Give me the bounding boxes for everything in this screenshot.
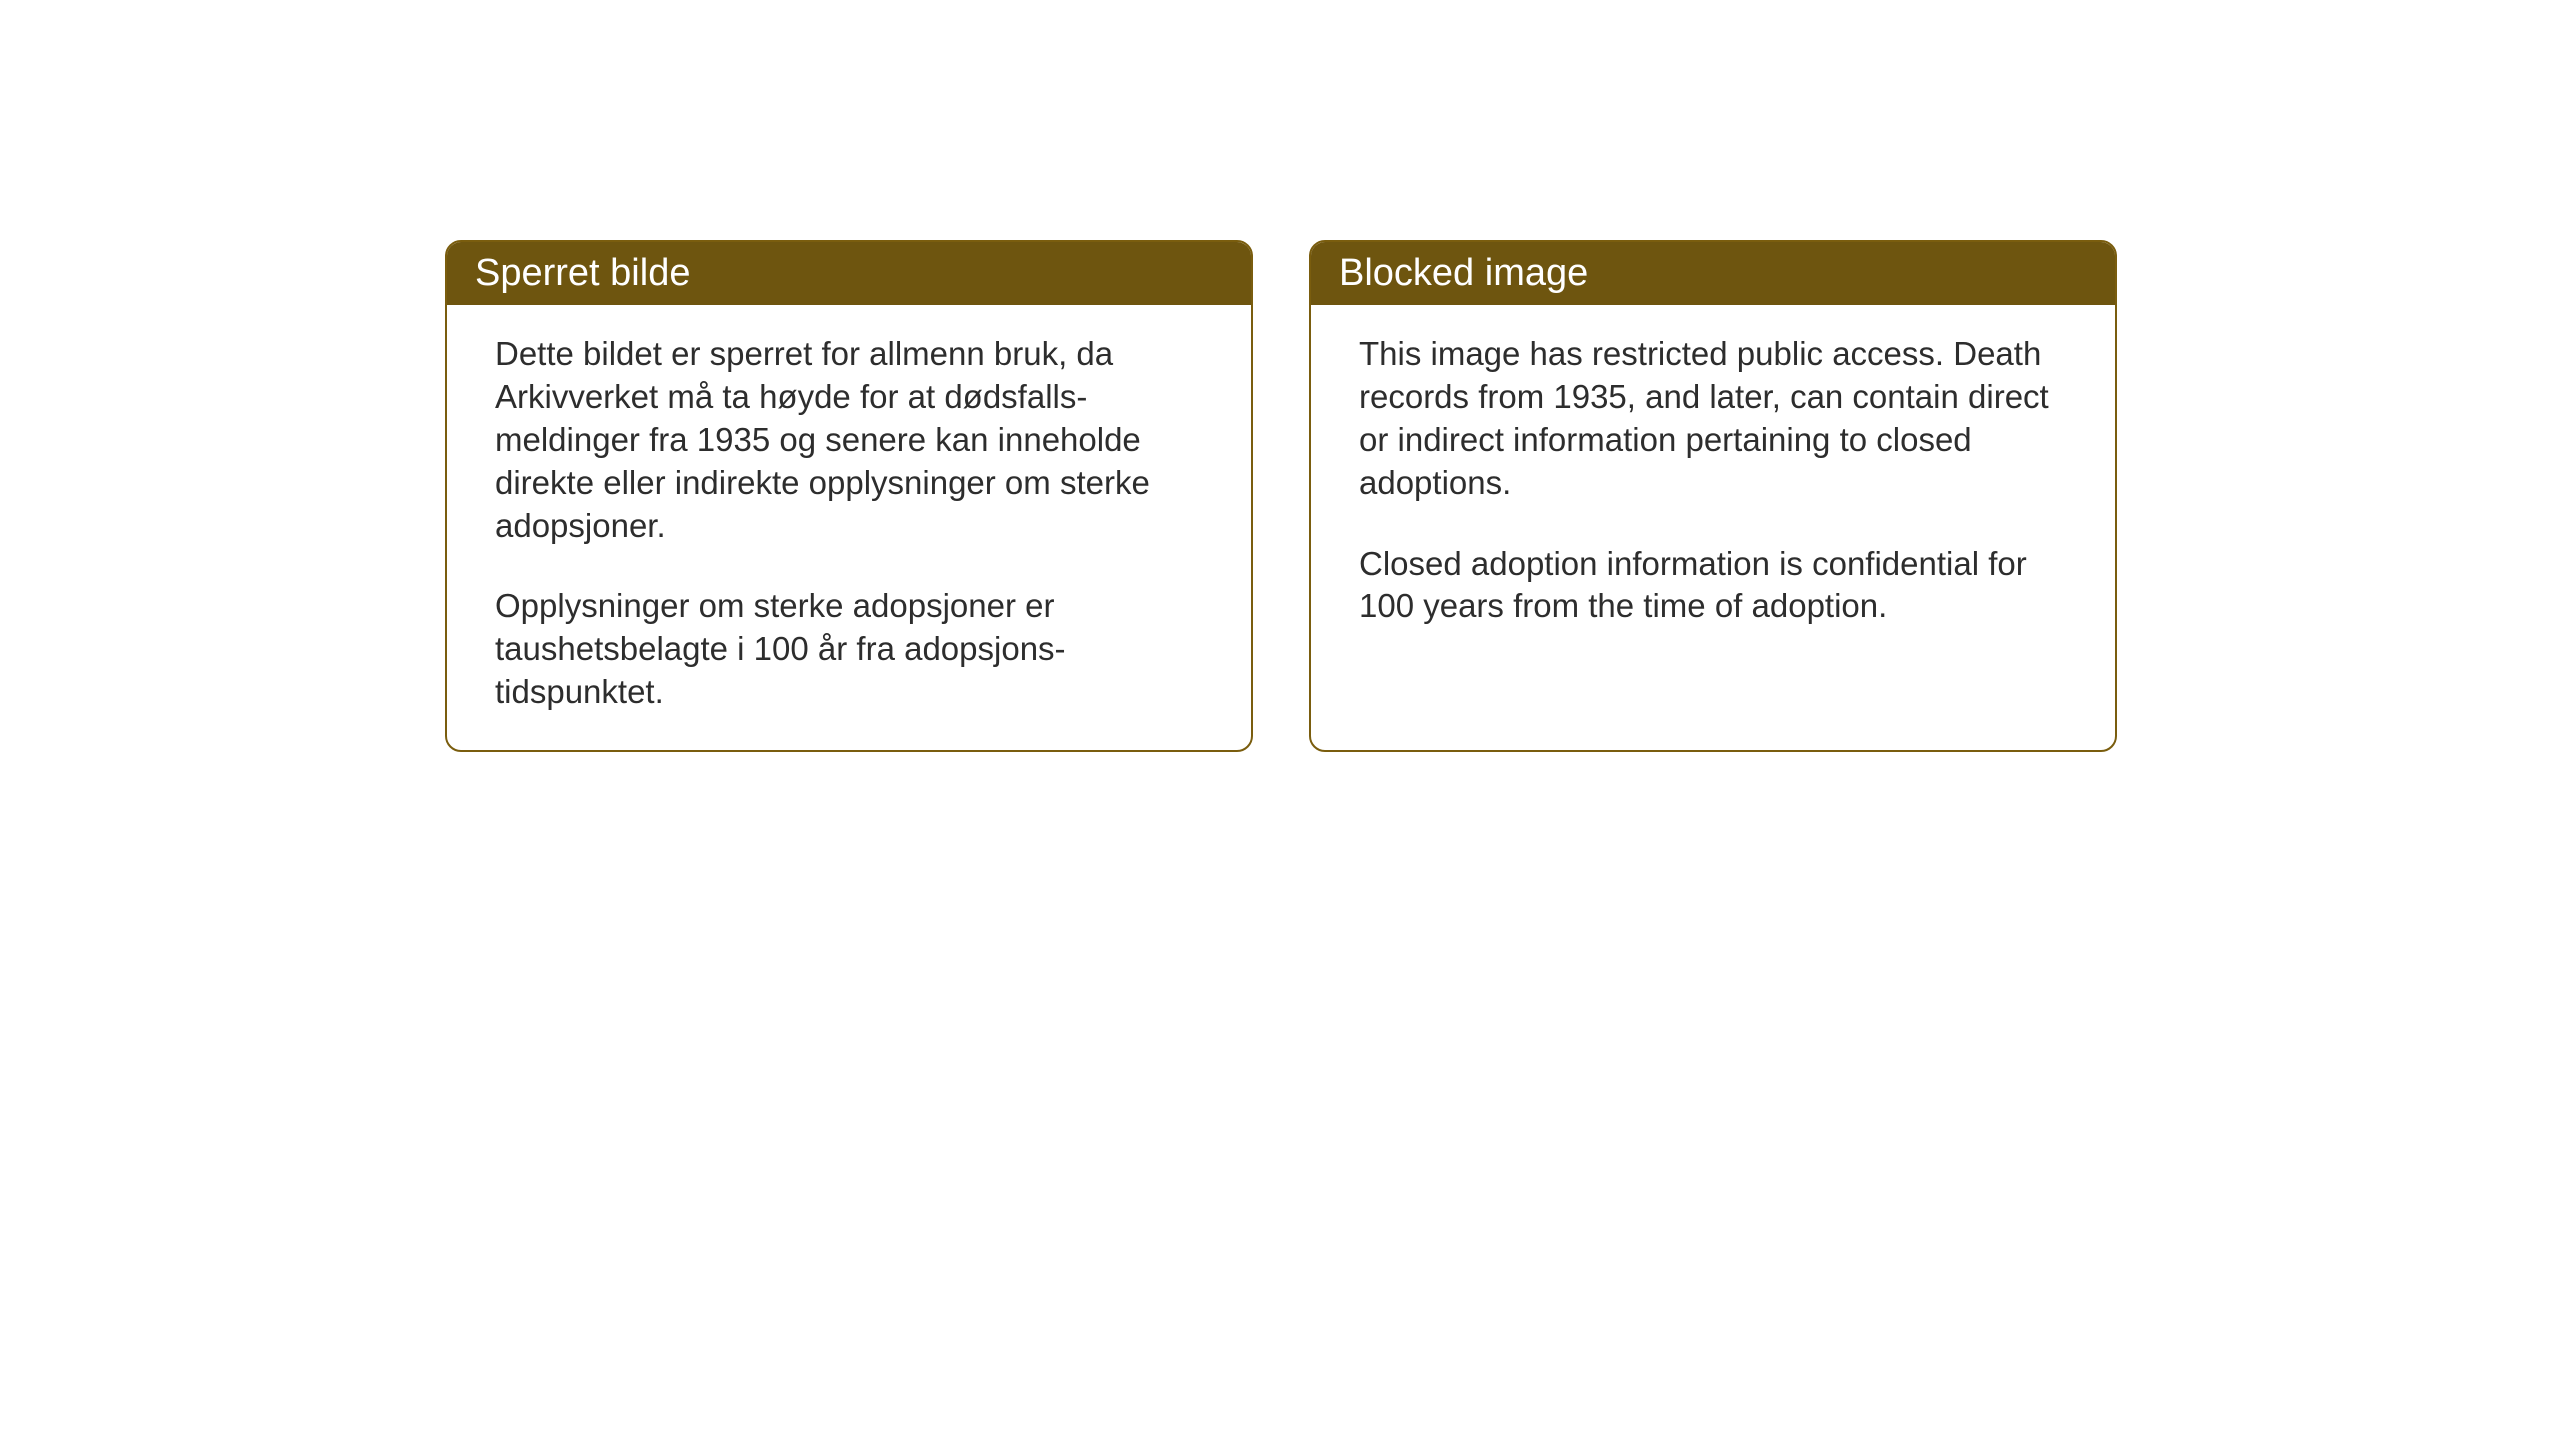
english-notice-card: Blocked image This image has restricted … [1309, 240, 2117, 752]
notice-container: Sperret bilde Dette bildet er sperret fo… [445, 240, 2117, 752]
norwegian-notice-card: Sperret bilde Dette bildet er sperret fo… [445, 240, 1253, 752]
english-paragraph-2: Closed adoption information is confident… [1359, 543, 2067, 629]
norwegian-card-title: Sperret bilde [447, 242, 1251, 305]
english-card-body: This image has restricted public access.… [1311, 305, 2115, 664]
english-card-title: Blocked image [1311, 242, 2115, 305]
norwegian-paragraph-2: Opplysninger om sterke adopsjoner er tau… [495, 585, 1203, 714]
norwegian-paragraph-1: Dette bildet er sperret for allmenn bruk… [495, 333, 1203, 547]
english-paragraph-1: This image has restricted public access.… [1359, 333, 2067, 505]
norwegian-card-body: Dette bildet er sperret for allmenn bruk… [447, 305, 1251, 750]
